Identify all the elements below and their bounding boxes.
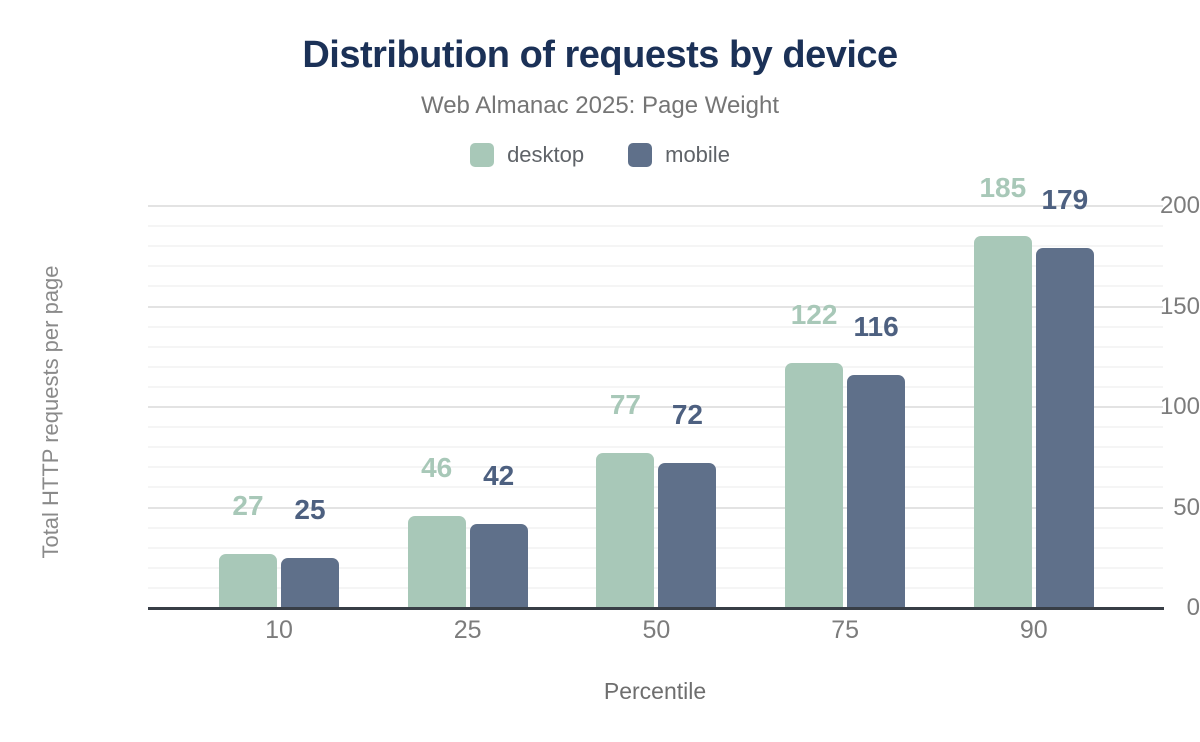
x-tick-10: 10 bbox=[265, 616, 293, 644]
x-tick-75: 75 bbox=[831, 616, 859, 644]
y-tick-0: 0 bbox=[1186, 594, 1200, 621]
y-axis-title: Total HTTP requests per page bbox=[38, 265, 63, 559]
legend-label-desktop: desktop bbox=[507, 142, 585, 167]
x-tick-50: 50 bbox=[642, 616, 671, 644]
bar-label-mobile-p50: 72 bbox=[671, 399, 703, 431]
gridline-minor-190 bbox=[148, 225, 1163, 228]
bar-label-desktop-p10: 27 bbox=[232, 489, 264, 521]
chart-title: Distribution of requests by device bbox=[302, 34, 898, 76]
bar-label-desktop-p75: 122 bbox=[790, 298, 838, 330]
legend-item-desktop: desktop bbox=[470, 142, 584, 168]
y-tick-200: 200 bbox=[1159, 192, 1200, 219]
bar-mobile-p90 bbox=[1035, 248, 1094, 608]
bar-label-mobile-p10: 25 bbox=[294, 493, 326, 525]
x-tick-25: 25 bbox=[453, 616, 482, 644]
bar-mobile-p75 bbox=[847, 374, 906, 608]
gridline-minor-60 bbox=[148, 486, 1163, 489]
gridline-minor-20 bbox=[148, 566, 1163, 569]
y-tick-100: 100 bbox=[1159, 393, 1200, 420]
gridline-major-50 bbox=[148, 506, 1163, 509]
gridline-minor-70 bbox=[148, 466, 1163, 469]
legend: desktop mobile bbox=[0, 142, 1200, 168]
gridline-minor-10 bbox=[148, 586, 1163, 589]
gridline-minor-110 bbox=[148, 385, 1163, 388]
bar-desktop-p90 bbox=[973, 236, 1032, 608]
gridline-major-150 bbox=[148, 305, 1163, 308]
gridline-minor-80 bbox=[148, 446, 1163, 449]
bar-desktop-p10 bbox=[219, 553, 277, 608]
y-tick-50: 50 bbox=[1173, 493, 1200, 521]
plot-area: 27 25 46 42 77 72 122 116 185 179 bbox=[148, 174, 1163, 608]
bar-desktop-p75 bbox=[785, 362, 844, 608]
gridline-minor-130 bbox=[148, 345, 1163, 348]
legend-label-mobile: mobile bbox=[665, 142, 730, 167]
bar-mobile-p10 bbox=[281, 557, 339, 608]
bar-label-desktop-p25: 46 bbox=[421, 451, 453, 483]
gridline-minor-120 bbox=[148, 365, 1163, 368]
gridline-minor-170 bbox=[148, 265, 1163, 268]
gridline-minor-180 bbox=[148, 245, 1163, 248]
bar-desktop-p25 bbox=[407, 515, 466, 608]
gridline-minor-160 bbox=[148, 285, 1163, 288]
chart-subtitle: Web Almanac 2025: Page Weight bbox=[420, 92, 779, 119]
bar-label-desktop-p90: 185 bbox=[979, 172, 1027, 204]
x-axis-title: Percentile bbox=[603, 678, 707, 704]
bar-mobile-p25 bbox=[469, 523, 528, 608]
bar-label-mobile-p90: 179 bbox=[1041, 184, 1089, 216]
gridline-major-100 bbox=[148, 406, 1163, 408]
bar-mobile-p50 bbox=[658, 463, 717, 608]
mobile-swatch-icon bbox=[628, 143, 653, 167]
bar-desktop-p50 bbox=[596, 453, 655, 608]
gridline-major-200 bbox=[148, 205, 1163, 207]
gridline-minor-140 bbox=[148, 325, 1163, 328]
gridline-minor-30 bbox=[148, 546, 1163, 549]
x-tick-90: 90 bbox=[1019, 616, 1048, 644]
bar-label-mobile-p25: 42 bbox=[483, 459, 515, 491]
gridline-minor-40 bbox=[148, 526, 1163, 529]
bar-label-mobile-p75: 116 bbox=[853, 310, 899, 342]
desktop-swatch-icon bbox=[470, 143, 495, 167]
x-axis-line bbox=[148, 607, 1164, 610]
gridline-minor-90 bbox=[148, 426, 1163, 429]
legend-item-mobile: mobile bbox=[628, 142, 730, 168]
bar-label-desktop-p50: 77 bbox=[609, 389, 641, 421]
y-tick-150: 150 bbox=[1159, 292, 1200, 320]
